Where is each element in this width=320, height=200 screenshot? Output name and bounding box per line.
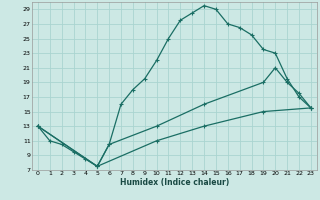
X-axis label: Humidex (Indice chaleur): Humidex (Indice chaleur): [120, 178, 229, 187]
